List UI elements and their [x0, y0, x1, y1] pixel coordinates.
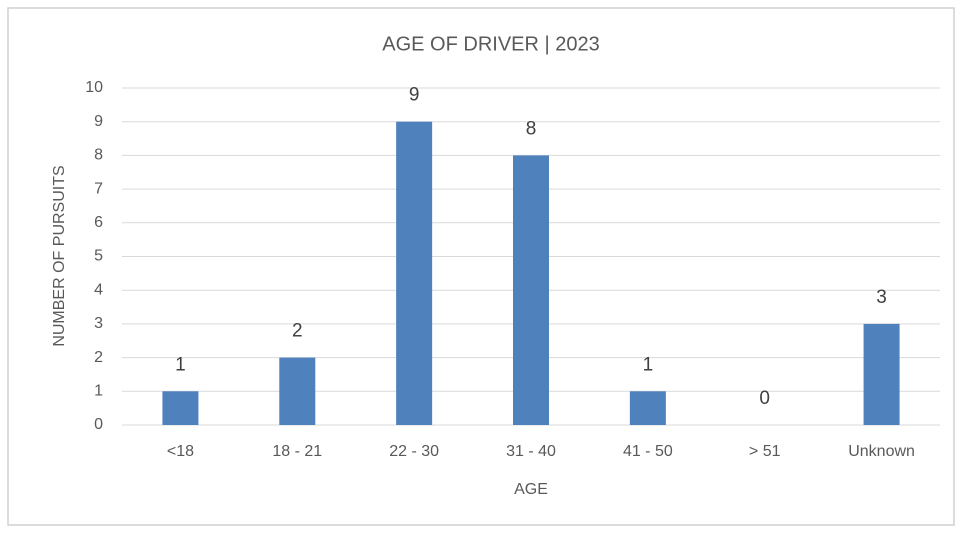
data-label: 0 [759, 388, 770, 409]
data-label: 9 [409, 85, 420, 106]
data-label: 1 [643, 354, 654, 375]
y-tick-label: 3 [94, 315, 103, 332]
bar [396, 121, 433, 425]
x-tick-label: 41 - 50 [623, 443, 673, 460]
x-tick-label: 31 - 40 [506, 443, 556, 460]
y-tick-label: 9 [94, 113, 103, 130]
y-tick-label: 5 [94, 248, 103, 265]
y-tick-label: 1 [94, 383, 103, 400]
y-tick-label: 4 [94, 281, 103, 298]
y-tick-label: 10 [85, 79, 103, 96]
data-label: 1 [175, 354, 186, 375]
y-axis-label: NUMBER OF PURSUITS [51, 165, 68, 346]
bar [629, 391, 666, 425]
x-tick-label: Unknown [848, 443, 915, 460]
x-axis-label: AGE [514, 481, 548, 498]
bar [162, 391, 199, 425]
y-tick-label: 0 [94, 416, 103, 433]
x-tick-label: 18 - 21 [272, 443, 322, 460]
bar [279, 357, 316, 425]
x-tick-label: <18 [167, 443, 194, 460]
chart-title: AGE OF DRIVER | 2023 [382, 33, 600, 55]
x-tick-label: > 51 [749, 443, 781, 460]
x-tick-label: 22 - 30 [389, 443, 439, 460]
data-label: 8 [526, 118, 537, 139]
y-tick-label: 7 [94, 180, 103, 197]
bar [863, 323, 900, 425]
chart-frame [7, 7, 955, 526]
data-label: 2 [292, 321, 303, 342]
data-label: 3 [876, 287, 887, 308]
y-tick-label: 2 [94, 349, 103, 366]
y-tick-label: 8 [94, 147, 103, 164]
y-tick-label: 6 [94, 214, 103, 231]
bar [513, 155, 549, 425]
